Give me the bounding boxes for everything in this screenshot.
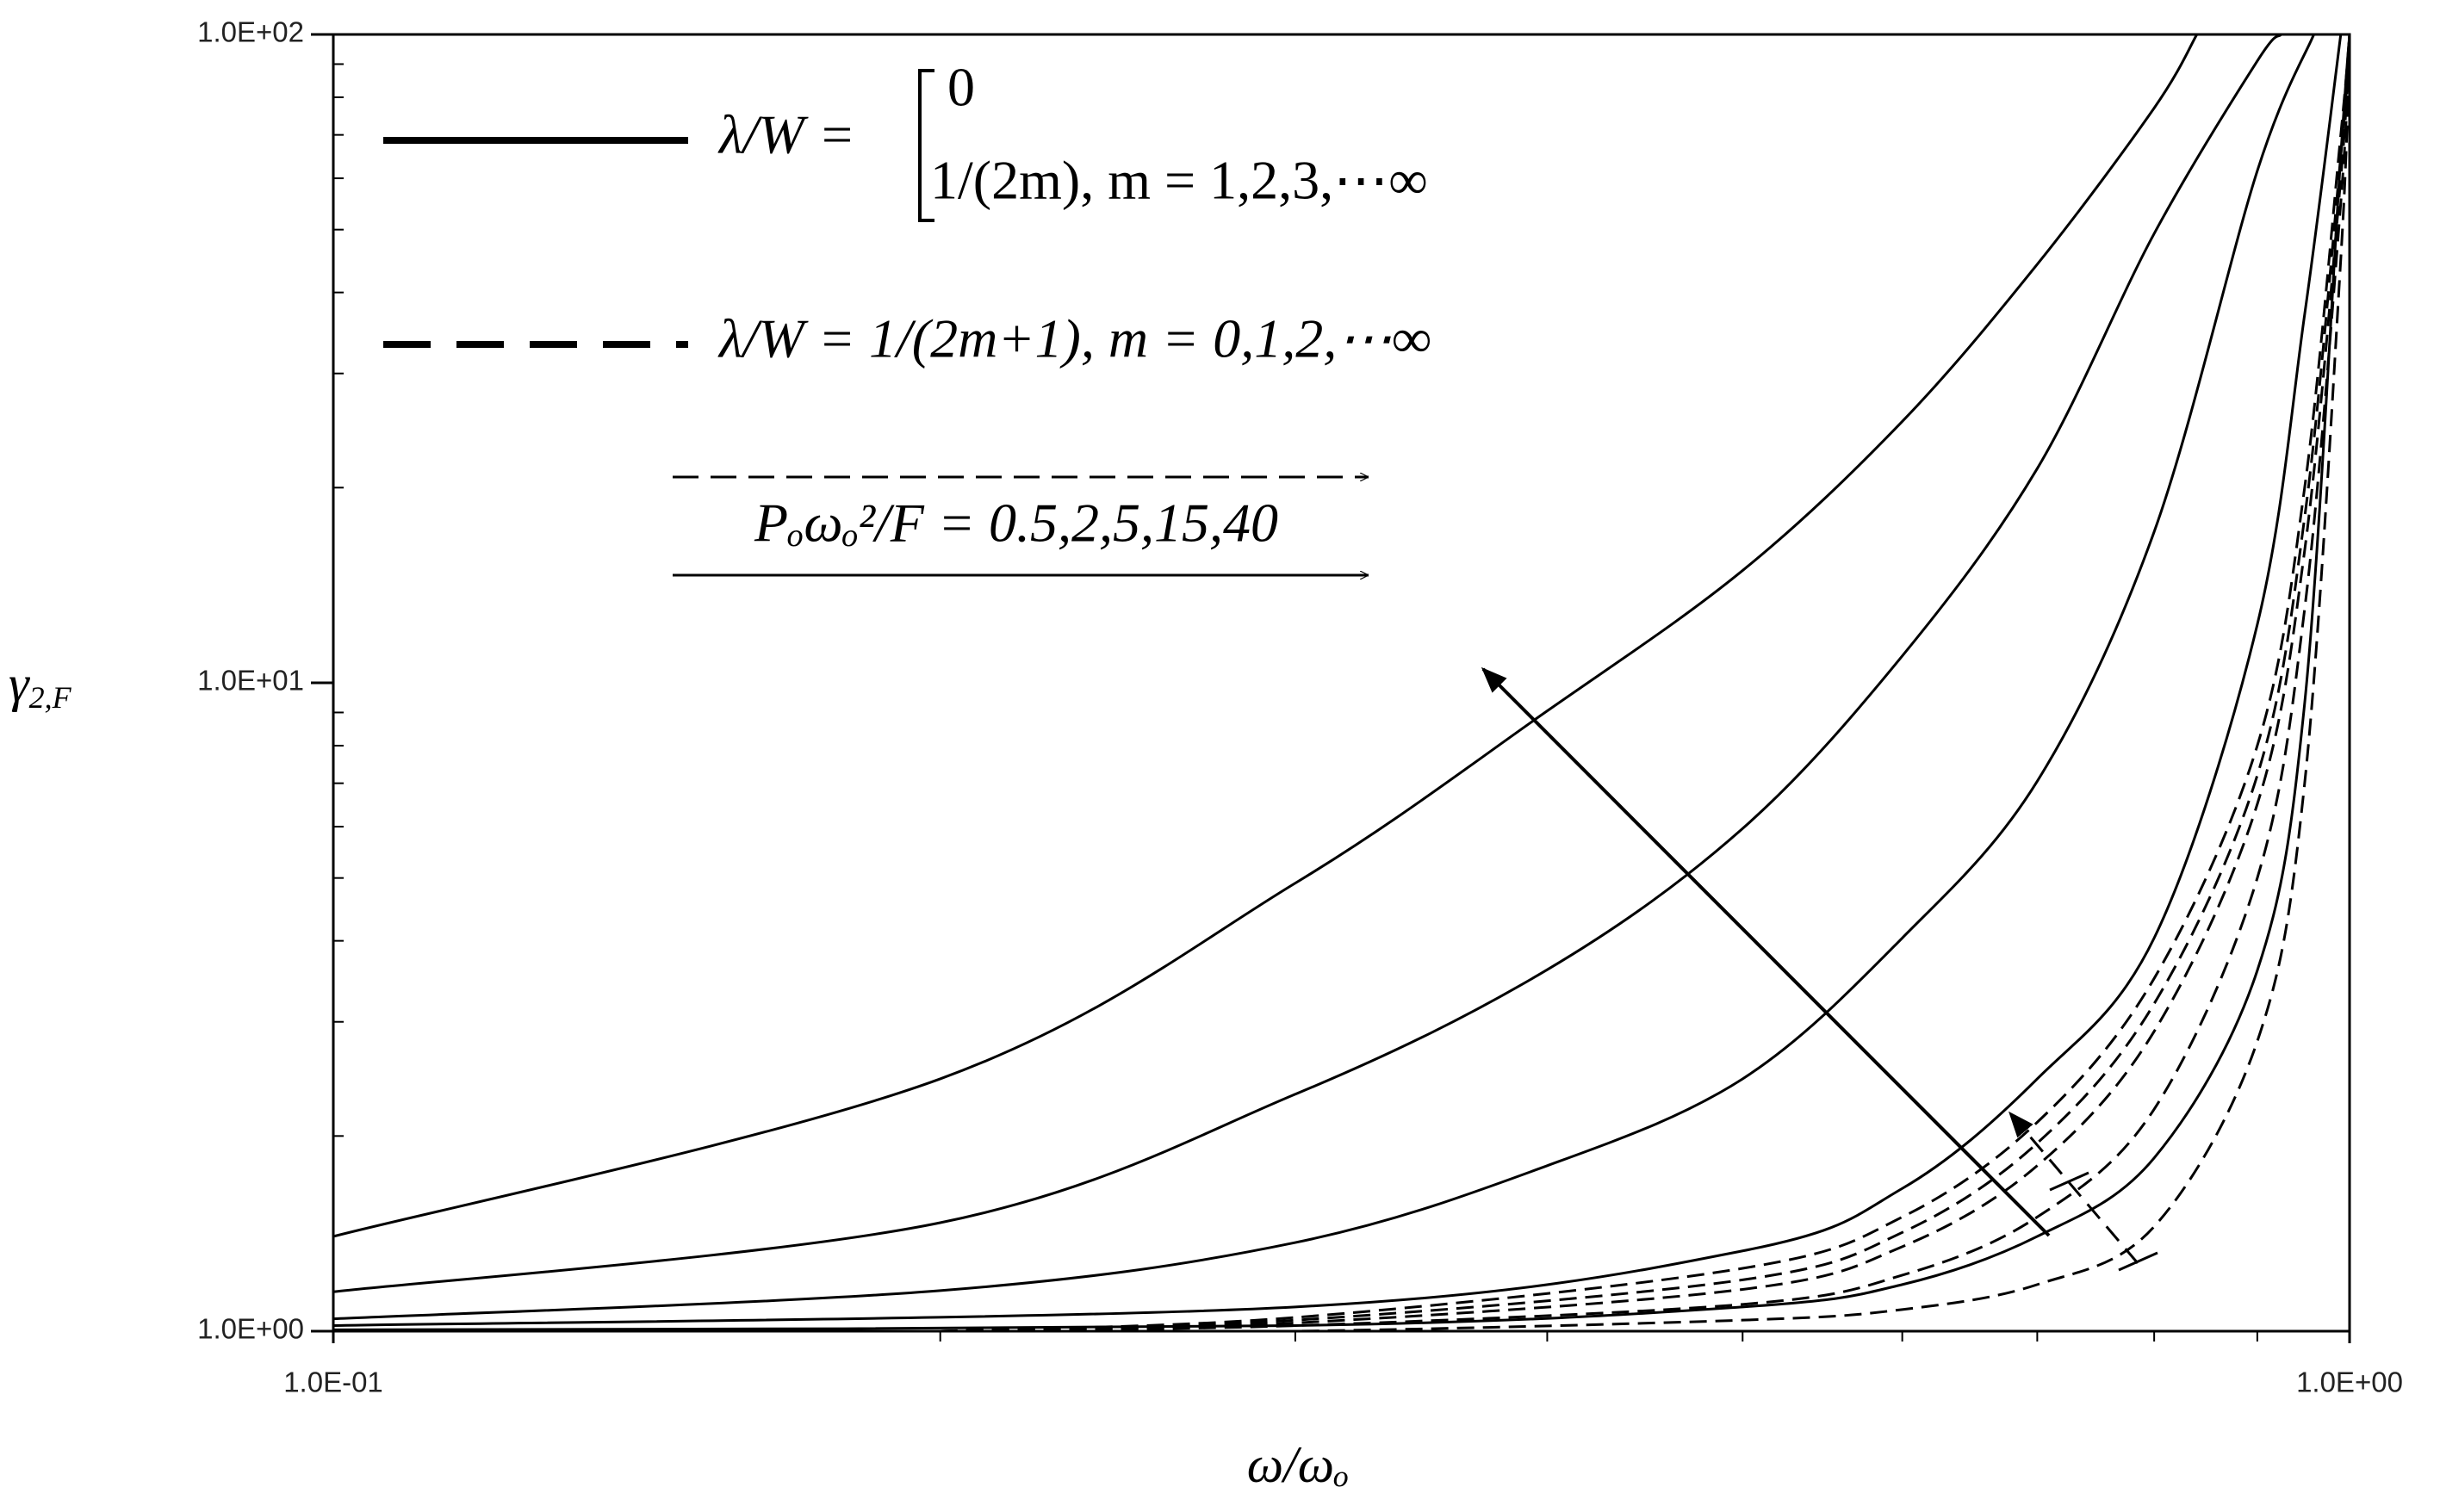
direction-arrow	[1481, 666, 2051, 1237]
y-tick-label: 1.0E+02	[197, 16, 304, 48]
legend-label: λ/W =	[717, 104, 855, 165]
curves	[333, 34, 2350, 1331]
direction-arrow	[2008, 1111, 2139, 1264]
legend-case: 0	[947, 57, 975, 118]
series-line	[333, 34, 2343, 1328]
series-line	[940, 34, 2350, 1331]
series-line	[940, 34, 2350, 1331]
series-line	[333, 34, 2315, 1321]
x-tick-label: 1.0E-01	[283, 1366, 383, 1398]
x-axis-label: ω/ωₒ	[1247, 1436, 1350, 1493]
arrow-tick	[2049, 1171, 2089, 1192]
bracket	[918, 69, 934, 222]
series-line	[940, 34, 2350, 1331]
legend-case: 1/(2m), m = 1,2,3,⋯∞	[930, 150, 1428, 211]
legend-label: λ/W = 1/(2m+1), m = 0,1,2,⋯∞	[717, 308, 1431, 369]
annotation: Pₒωₒ²/F = 0.5,2,5,15,40	[754, 493, 1278, 554]
y-tick-label: 1.0E+00	[197, 1313, 304, 1345]
y-axis-symbol: γ	[9, 655, 30, 712]
series-line	[333, 34, 2199, 1238]
y-axis-subscript: 2,F	[29, 680, 72, 715]
series-line	[940, 34, 2350, 1331]
arrow-tick	[2118, 1251, 2158, 1272]
series-line	[333, 34, 2282, 1293]
x-tick-label: 1.0E+00	[2296, 1366, 2403, 1398]
y-tick-label: 1.0E+01	[197, 665, 304, 697]
y-axis-label: γ2,F	[9, 655, 72, 716]
series-line	[940, 34, 2350, 1331]
plot-frame	[332, 33, 2351, 1333]
